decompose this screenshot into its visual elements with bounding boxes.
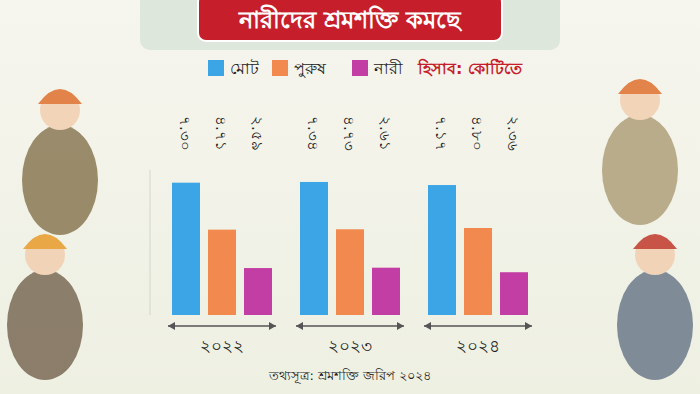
bar (464, 228, 492, 315)
category-label: ২০২৪ (456, 336, 500, 356)
data-label: ৪.৭১ (212, 116, 230, 151)
y-axis-line (150, 170, 151, 315)
group-bracket (424, 325, 532, 327)
data-label: ৭.৩০ (176, 116, 194, 151)
group-bracket (296, 325, 404, 327)
decor-figure (22, 89, 98, 235)
category-label: ২০২৩ (328, 336, 372, 356)
background (0, 0, 700, 394)
legend-label: মোট (230, 59, 259, 78)
group-bracket (168, 325, 276, 327)
bars (172, 182, 528, 315)
bracket-arrow (168, 322, 276, 330)
bar (372, 268, 400, 315)
bracket-arrow (424, 322, 532, 330)
chart-root: নারীদের শ্রমশক্তি কমছে মোট পুরুষ নারী হিসাব:… (0, 0, 700, 394)
bar (208, 230, 236, 315)
title-panel (140, 0, 560, 50)
decor-figure (617, 234, 693, 380)
bar (428, 185, 456, 315)
legend-swatch (272, 60, 288, 76)
source: তথ্যসূত্র: শ্রমশক্তি জরিপ ২০২৪ (268, 368, 432, 384)
bar (336, 229, 364, 315)
data-label: ৪.৭৩ (340, 116, 358, 151)
legend-swatch (208, 60, 224, 76)
data-label: ৭.১৭ (432, 116, 450, 151)
category-label: ২০২২ (200, 336, 244, 356)
data-label: ২.৩৬ (504, 116, 522, 151)
decor-figure (7, 234, 83, 380)
title-banner (198, 0, 502, 41)
chart-svg: নারীদের শ্রমশক্তি কমছে মোট পুরুষ নারী হিসাব:… (0, 0, 700, 394)
legend-label: পুরুষ (294, 59, 327, 78)
bar (500, 272, 528, 315)
bar (244, 268, 272, 315)
data-label: ২.৫৯ (248, 116, 266, 151)
unit-note: হিসাব: কোটিতে (417, 58, 523, 78)
data-label: ৭.৩৪ (304, 116, 322, 151)
data-label: ২.৬১ (376, 116, 394, 151)
bar (172, 183, 200, 315)
decor-figure (602, 79, 678, 225)
data-label: ৪.৮০ (468, 116, 486, 151)
legend-label: নারী (373, 59, 403, 78)
bracket-arrow (296, 322, 404, 330)
legend-swatch (352, 60, 368, 76)
bar (300, 182, 328, 315)
title: নারীদের শ্রমশক্তি কমছে (238, 4, 464, 34)
